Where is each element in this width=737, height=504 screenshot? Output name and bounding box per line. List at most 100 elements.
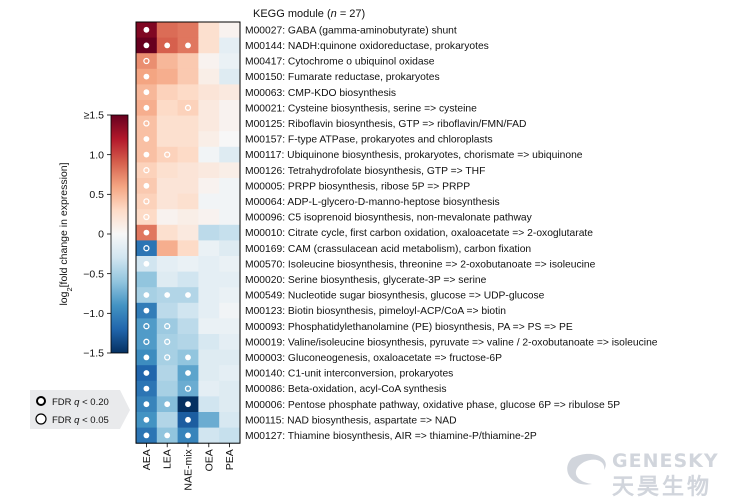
fdr-005-ring-icon — [143, 323, 150, 330]
heatmap-cell — [219, 37, 241, 54]
fdr-020-dot-icon — [185, 370, 191, 376]
fdr-005-ring-icon — [184, 104, 192, 111]
fdr-020-dot-icon — [185, 42, 191, 49]
module-label: M00064: ADP-L-glycero-D-manno-heptose bi… — [245, 197, 500, 208]
heatmap-cell — [156, 334, 178, 350]
fdr-020-dot-icon — [143, 354, 150, 361]
colorbar-tick-label: −1.5 — [83, 348, 104, 360]
watermark-latin: GENESKY — [612, 450, 719, 472]
heatmap-cell — [198, 22, 220, 38]
heatmap-cell — [219, 193, 241, 210]
module-label: M00150: Fumarate reductase, prokaryotes — [245, 72, 440, 83]
fdr-005-ring-icon — [143, 338, 150, 345]
module-label: M00020: Serine biosynthesis, glycerate-3… — [245, 275, 487, 286]
heatmap-cell — [219, 53, 241, 70]
fdr-020-dot-icon — [143, 307, 150, 314]
heatmap-cell — [219, 131, 241, 148]
heatmap-cell — [198, 131, 220, 148]
module-label: M00417: Cytochrome o ubiquinol oxidase — [245, 57, 435, 68]
heatmap-cell — [136, 318, 158, 335]
heatmap-cell — [219, 380, 241, 397]
heatmap-cell — [198, 209, 220, 226]
heatmap-cell — [177, 131, 199, 148]
heatmap-cell — [198, 53, 220, 70]
module-label: M00006: Pentose phosphate pathway, oxida… — [245, 400, 620, 411]
heatmap-cell — [136, 240, 158, 257]
chart-title: KEGG module (n = 27) — [253, 8, 365, 20]
fdr-020-dot-icon — [164, 401, 171, 408]
sample-label: PEA — [224, 449, 236, 470]
fdr-020-dot-icon — [143, 432, 150, 439]
heatmap-cell — [136, 271, 158, 288]
module-label: M00127: Thiamine biosynthesis, AIR => th… — [245, 431, 537, 442]
heatmap-cell — [177, 53, 199, 70]
heatmap-cell — [219, 115, 241, 132]
module-label: M00125: Riboflavin biosynthesis, GTP => … — [245, 119, 526, 130]
heatmap-cell — [198, 271, 220, 288]
legend-fdr-020: FDR q < 0.20 — [52, 397, 109, 408]
heatmap-cell — [219, 412, 241, 428]
heatmap-cell — [198, 380, 220, 397]
fdr-005-ring-icon — [184, 385, 192, 392]
heatmap-cell — [156, 53, 178, 70]
module-label: M00005: PRPP biosynthesis, ribose 5P => … — [245, 181, 470, 192]
module-label: M00115: NAD biosynthesis, aspartate => N… — [245, 415, 457, 426]
heatmap-cell — [219, 224, 241, 241]
heatmap-cell — [198, 365, 220, 382]
module-label: M00157: F-type ATPase, prokaryotes and c… — [245, 135, 493, 146]
heatmap-cell — [156, 162, 178, 179]
heatmap-cell — [219, 240, 241, 257]
fdr-020-dot-icon — [143, 182, 150, 189]
heatmap-cell — [219, 318, 241, 335]
fdr-005-ring-icon — [164, 338, 171, 345]
colorbar: ≥1.5 1.0 0.5 0 −0.5 −1.0 −1.5 log2[fold change… — [58, 110, 129, 360]
heatmap-cell — [177, 115, 199, 132]
heatmap-cell — [177, 100, 199, 116]
colorbar-tick-label: 0 — [98, 229, 104, 241]
fdr-020-dot-icon — [143, 136, 150, 142]
heatmap-cell — [156, 22, 178, 38]
heatmap-cell — [219, 146, 241, 163]
heatmap-cell — [156, 318, 178, 335]
heatmap-cell — [219, 271, 241, 288]
heatmap-cell — [136, 334, 158, 350]
heatmap-cell — [219, 84, 241, 101]
fdr-020-dot-icon — [143, 26, 150, 33]
fdr-020-dot-icon — [164, 432, 171, 439]
watermark-swirl-icon — [567, 453, 606, 485]
module-label: M00027: GABA (gamma-aminobutyrate) shunt — [245, 25, 457, 36]
colorbar-tick-label: −0.5 — [83, 268, 104, 280]
row-labels: M00027: GABA (gamma-aminobutyrate) shunt… — [245, 25, 658, 442]
heatmap-cell — [156, 115, 178, 132]
heatmap-cell — [198, 146, 220, 163]
heatmap-cell — [177, 178, 199, 194]
heatmap-cell — [177, 162, 199, 179]
module-label: M00140: C1-unit interconversion, prokary… — [245, 369, 453, 380]
fdr-020-dot-icon — [143, 401, 150, 408]
heatmap-cell — [177, 334, 199, 350]
watermark-cjk: 天昊生物 — [612, 474, 712, 500]
heatmap-cell — [177, 380, 199, 397]
heatmap-cell — [156, 146, 178, 163]
heatmap-cell — [219, 334, 241, 350]
heatmap-cell — [136, 209, 158, 226]
heatmap-cell — [156, 68, 178, 85]
heatmap-cell — [198, 318, 220, 335]
heatmap-cell — [198, 287, 220, 304]
heatmap-cell — [219, 256, 241, 272]
module-label: M00570: Isoleucine biosynthesis, threoni… — [245, 259, 596, 270]
fdr-020-dot-icon — [143, 73, 150, 80]
heatmap-cell — [198, 302, 220, 319]
heatmap-cell — [156, 256, 178, 272]
heatmap-cell — [198, 412, 220, 428]
heatmap-cell — [219, 365, 241, 382]
heatmap-cell — [198, 193, 220, 210]
heatmap-cell — [198, 37, 220, 54]
module-label: M00003: Gluconeogenesis, oxaloacetate =>… — [245, 353, 502, 364]
sample-label: AEA — [141, 449, 153, 470]
heatmap-cell — [177, 193, 199, 210]
fdr-005-ring-icon — [143, 245, 150, 252]
heatmap-cell — [177, 224, 199, 241]
sample-label: OEA — [203, 449, 215, 471]
heatmap-cell — [198, 224, 220, 241]
